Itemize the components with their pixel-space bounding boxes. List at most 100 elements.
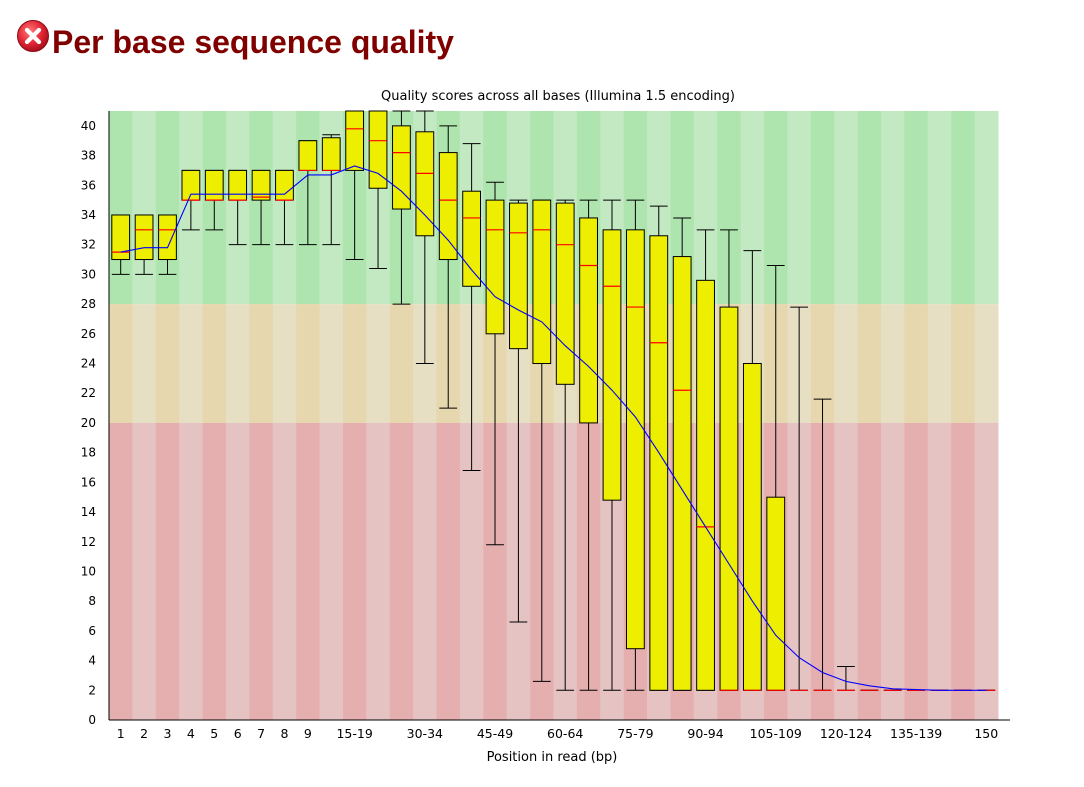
y-tick-label: 34 bbox=[81, 208, 96, 222]
zone-reasonable-band bbox=[951, 304, 976, 423]
zone-reasonable-band bbox=[296, 304, 321, 423]
mean-line-group bbox=[120, 165, 987, 691]
x-axis-ticks: 1 2 3 4 5 6 7 8 9 15-19 30-34 45-49 60-64 75-79 90-94 1… bbox=[117, 726, 999, 741]
boxplot-115-119 bbox=[813, 398, 832, 691]
boxplot-15-19 bbox=[345, 110, 365, 261]
zone-poor-band bbox=[834, 422, 859, 720]
x-tick-label: 90-94 bbox=[687, 726, 723, 741]
iqr-box bbox=[275, 169, 294, 201]
y-tick-label: 26 bbox=[81, 327, 96, 341]
zone-good-band bbox=[155, 111, 180, 305]
x-tick-label: 150 bbox=[974, 726, 998, 741]
page-title: Per base sequence quality bbox=[52, 23, 454, 60]
zone-reasonable-band bbox=[225, 304, 250, 423]
boxplot-80-84 bbox=[649, 205, 669, 691]
y-tick-label: 36 bbox=[81, 178, 96, 192]
zone-good-band bbox=[927, 111, 952, 305]
x-tick-label: 120-124 bbox=[820, 726, 872, 741]
boxplots bbox=[111, 110, 996, 691]
iqr-box bbox=[462, 190, 482, 287]
iqr-box bbox=[298, 140, 318, 171]
y-tick-label: 22 bbox=[81, 386, 96, 400]
boxplot-120-124 bbox=[837, 666, 855, 691]
boxplot-95-99 bbox=[719, 229, 739, 691]
y-tick-label: 40 bbox=[81, 119, 96, 133]
zone-good-band bbox=[693, 111, 718, 305]
zone-poor-band bbox=[927, 422, 952, 720]
y-tick-label: 12 bbox=[81, 535, 96, 549]
module-header: Per base sequence quality bbox=[16, 20, 454, 64]
boxplot-70-74 bbox=[602, 199, 622, 691]
iqr-box bbox=[345, 110, 365, 171]
zone-reasonable-band bbox=[974, 304, 999, 423]
zone-good-band bbox=[857, 111, 882, 305]
boxplot-7 bbox=[251, 169, 271, 246]
y-tick-label: 38 bbox=[81, 149, 96, 163]
y-tick-label: 20 bbox=[81, 416, 96, 430]
boxplot-110-114 bbox=[790, 306, 809, 691]
zone-reasonable-band bbox=[927, 304, 952, 423]
zone-reasonable-band bbox=[179, 304, 204, 423]
boxplot-90-94 bbox=[696, 229, 715, 691]
zone-poor-band bbox=[296, 422, 321, 720]
zone-good-band bbox=[951, 111, 976, 305]
boxplot-3 bbox=[158, 214, 177, 275]
y-tick-label: 30 bbox=[81, 267, 96, 281]
y-tick-label: 2 bbox=[88, 683, 96, 697]
y-tick-label: 6 bbox=[88, 624, 96, 638]
zone-good-band bbox=[132, 111, 157, 305]
zone-good-band bbox=[764, 111, 788, 305]
zone-poor-band bbox=[857, 422, 882, 720]
x-tick-label: 3 bbox=[164, 726, 172, 741]
axes bbox=[108, 111, 1010, 721]
iqr-box bbox=[181, 169, 201, 201]
x-tick-label: 135-139 bbox=[890, 726, 942, 741]
zone-good-band bbox=[717, 111, 742, 305]
x-tick-label: 5 bbox=[210, 726, 218, 741]
iqr-box bbox=[579, 217, 598, 424]
zone-good-band bbox=[810, 111, 835, 305]
x-tick-label: 105-109 bbox=[750, 726, 802, 741]
boxplot-75-79 bbox=[625, 199, 645, 691]
y-tick-label: 18 bbox=[81, 446, 96, 460]
zone-poor-band bbox=[342, 422, 367, 720]
zone-reasonable-band bbox=[202, 304, 227, 423]
x-tick-label: 4 bbox=[187, 726, 195, 741]
boxplot-105-109 bbox=[766, 264, 786, 691]
boxplot-10-14 bbox=[321, 134, 341, 246]
zone-reasonable-band bbox=[366, 304, 391, 423]
iqr-box bbox=[204, 169, 224, 201]
zone-poor-band bbox=[155, 422, 180, 720]
zone-reasonable-band bbox=[132, 304, 157, 423]
zone-poor-band bbox=[179, 422, 204, 720]
boxplot-1 bbox=[111, 214, 131, 275]
x-tick-label: 9 bbox=[304, 726, 312, 741]
iqr-box bbox=[532, 199, 552, 365]
y-tick-label: 24 bbox=[81, 357, 96, 371]
zone-reasonable-band bbox=[810, 304, 835, 423]
boxplot-35-39 bbox=[438, 125, 458, 409]
zone-poor-band bbox=[974, 422, 999, 720]
iqr-box bbox=[696, 279, 715, 691]
zone-poor-band bbox=[483, 422, 508, 720]
x-tick-label: 75-79 bbox=[617, 726, 653, 741]
x-tick-label: 1 bbox=[117, 726, 125, 741]
zone-good-band bbox=[904, 111, 929, 305]
zone-poor-band bbox=[132, 422, 157, 720]
boxplot-8 bbox=[275, 169, 294, 246]
zone-poor-band bbox=[366, 422, 391, 720]
boxplot-5 bbox=[204, 169, 224, 231]
boxplot-40-44 bbox=[462, 143, 482, 471]
x-tick-label: 8 bbox=[280, 726, 288, 741]
x-axis-label: Position in read (bp) bbox=[487, 750, 618, 765]
iqr-box bbox=[602, 229, 622, 501]
boxplot-20-24 bbox=[368, 110, 388, 269]
y-tick-label: 32 bbox=[81, 238, 96, 252]
zone-reasonable-band bbox=[109, 304, 133, 423]
mean-line bbox=[120, 165, 987, 691]
y-tick-label: 4 bbox=[88, 654, 96, 668]
zone-poor-band bbox=[109, 422, 133, 720]
iqr-box bbox=[625, 229, 645, 650]
